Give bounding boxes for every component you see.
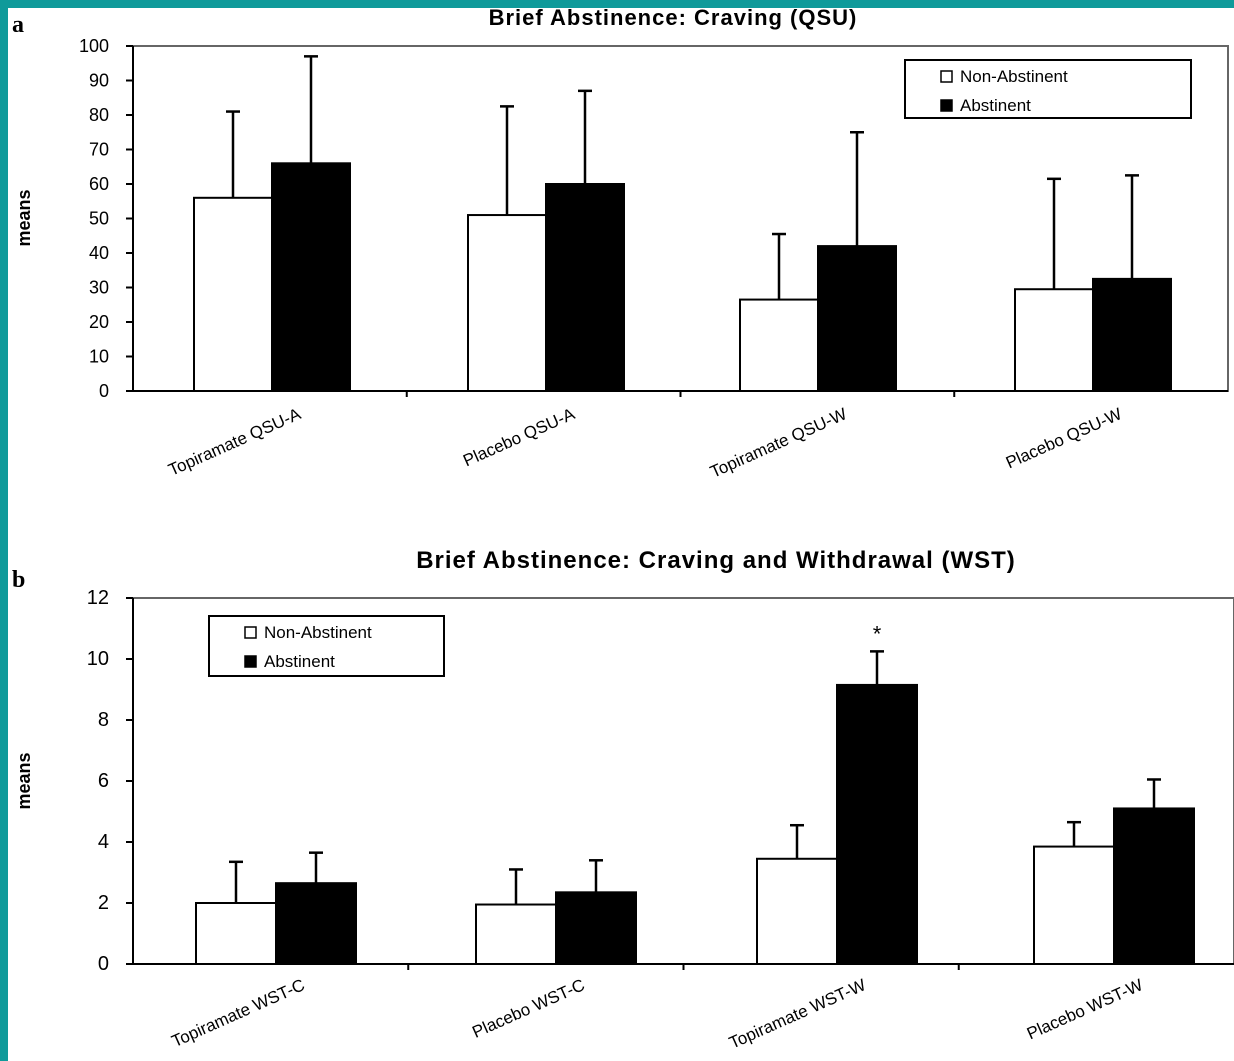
y-tick-label: 10 xyxy=(87,648,109,670)
y-tick-label: 40 xyxy=(89,243,109,263)
chart-title: Brief Abstinence: Craving and Withdrawal… xyxy=(416,547,1016,574)
x-tick-label: Topiramate WST-W xyxy=(726,975,868,1052)
legend-label: Abstinent xyxy=(960,96,1031,115)
bar-non-abstinent xyxy=(739,298,819,393)
x-tick-label: Topiramate QSU-W xyxy=(707,404,849,481)
x-tick-label: Placebo WST-C xyxy=(469,975,587,1042)
bar-abstinent xyxy=(1092,277,1172,392)
y-tick-label: 0 xyxy=(99,381,109,401)
legend-box xyxy=(208,615,445,677)
significance-marker: * xyxy=(873,621,882,646)
bar-abstinent xyxy=(275,882,357,965)
bar-abstinent xyxy=(817,245,897,392)
y-tick-label: 70 xyxy=(89,140,109,160)
legend-label: Non-Abstinent xyxy=(264,623,372,642)
bar-abstinent xyxy=(271,162,351,392)
bar-non-abstinent xyxy=(756,857,838,965)
x-tick-label: Topiramate QSU-A xyxy=(166,404,305,480)
y-tick-label: 2 xyxy=(98,892,109,914)
y-tick-label: 50 xyxy=(89,209,109,229)
bar-abstinent xyxy=(545,183,625,392)
bar-non-abstinent xyxy=(475,903,557,965)
legend-label: Non-Abstinent xyxy=(960,67,1068,86)
x-tick-label: Placebo QSU-W xyxy=(1003,404,1125,472)
x-tick-label: Topiramate WST-C xyxy=(169,975,308,1051)
y-tick-label: 12 xyxy=(87,587,109,609)
figure-panel: a Brief Abstinence: Craving (QSU) 0 10 20 30 4… xyxy=(8,8,1234,1061)
y-tick-label: 100 xyxy=(79,36,109,56)
x-tick-label: Placebo WST-W xyxy=(1024,975,1146,1043)
y-tick-label: 20 xyxy=(89,312,109,332)
legend-swatch xyxy=(244,626,257,639)
panel-label: b xyxy=(12,567,25,593)
bar-non-abstinent xyxy=(467,214,547,392)
legend-box xyxy=(904,59,1192,119)
chart-a: a Brief Abstinence: Craving (QSU) 0 10 20 30 4… xyxy=(12,8,1229,482)
legend-swatch xyxy=(940,99,953,112)
legend-label: Abstinent xyxy=(264,652,335,671)
bar-non-abstinent xyxy=(1014,288,1094,393)
y-tick-label: 30 xyxy=(89,278,109,298)
bar-abstinent xyxy=(555,891,637,966)
y-tick-label: 10 xyxy=(89,347,109,367)
bar-non-abstinent xyxy=(1033,845,1115,966)
chart-title: Brief Abstinence: Craving (QSU) xyxy=(489,8,858,30)
x-tick-label: Placebo QSU-A xyxy=(460,404,578,470)
bar-non-abstinent xyxy=(195,902,277,965)
y-axis-label: means xyxy=(14,189,34,246)
y-tick-label: 0 xyxy=(98,953,109,975)
bar-abstinent xyxy=(1113,807,1195,966)
panel-label: a xyxy=(12,12,24,38)
y-tick-label: 60 xyxy=(89,174,109,194)
legend-swatch xyxy=(244,655,257,668)
chart-b: b Brief Abstinence: Craving and Withdrawa… xyxy=(12,547,1234,1053)
y-tick-label: 80 xyxy=(89,105,109,125)
bar-abstinent xyxy=(836,683,918,966)
y-tick-label: 6 xyxy=(98,770,109,792)
y-tick-label: 90 xyxy=(89,71,109,91)
y-axis-label: means xyxy=(14,752,34,809)
y-tick-label: 8 xyxy=(98,709,109,731)
y-tick-label: 4 xyxy=(98,831,109,853)
bar-non-abstinent xyxy=(193,196,273,392)
legend-swatch xyxy=(940,70,953,83)
